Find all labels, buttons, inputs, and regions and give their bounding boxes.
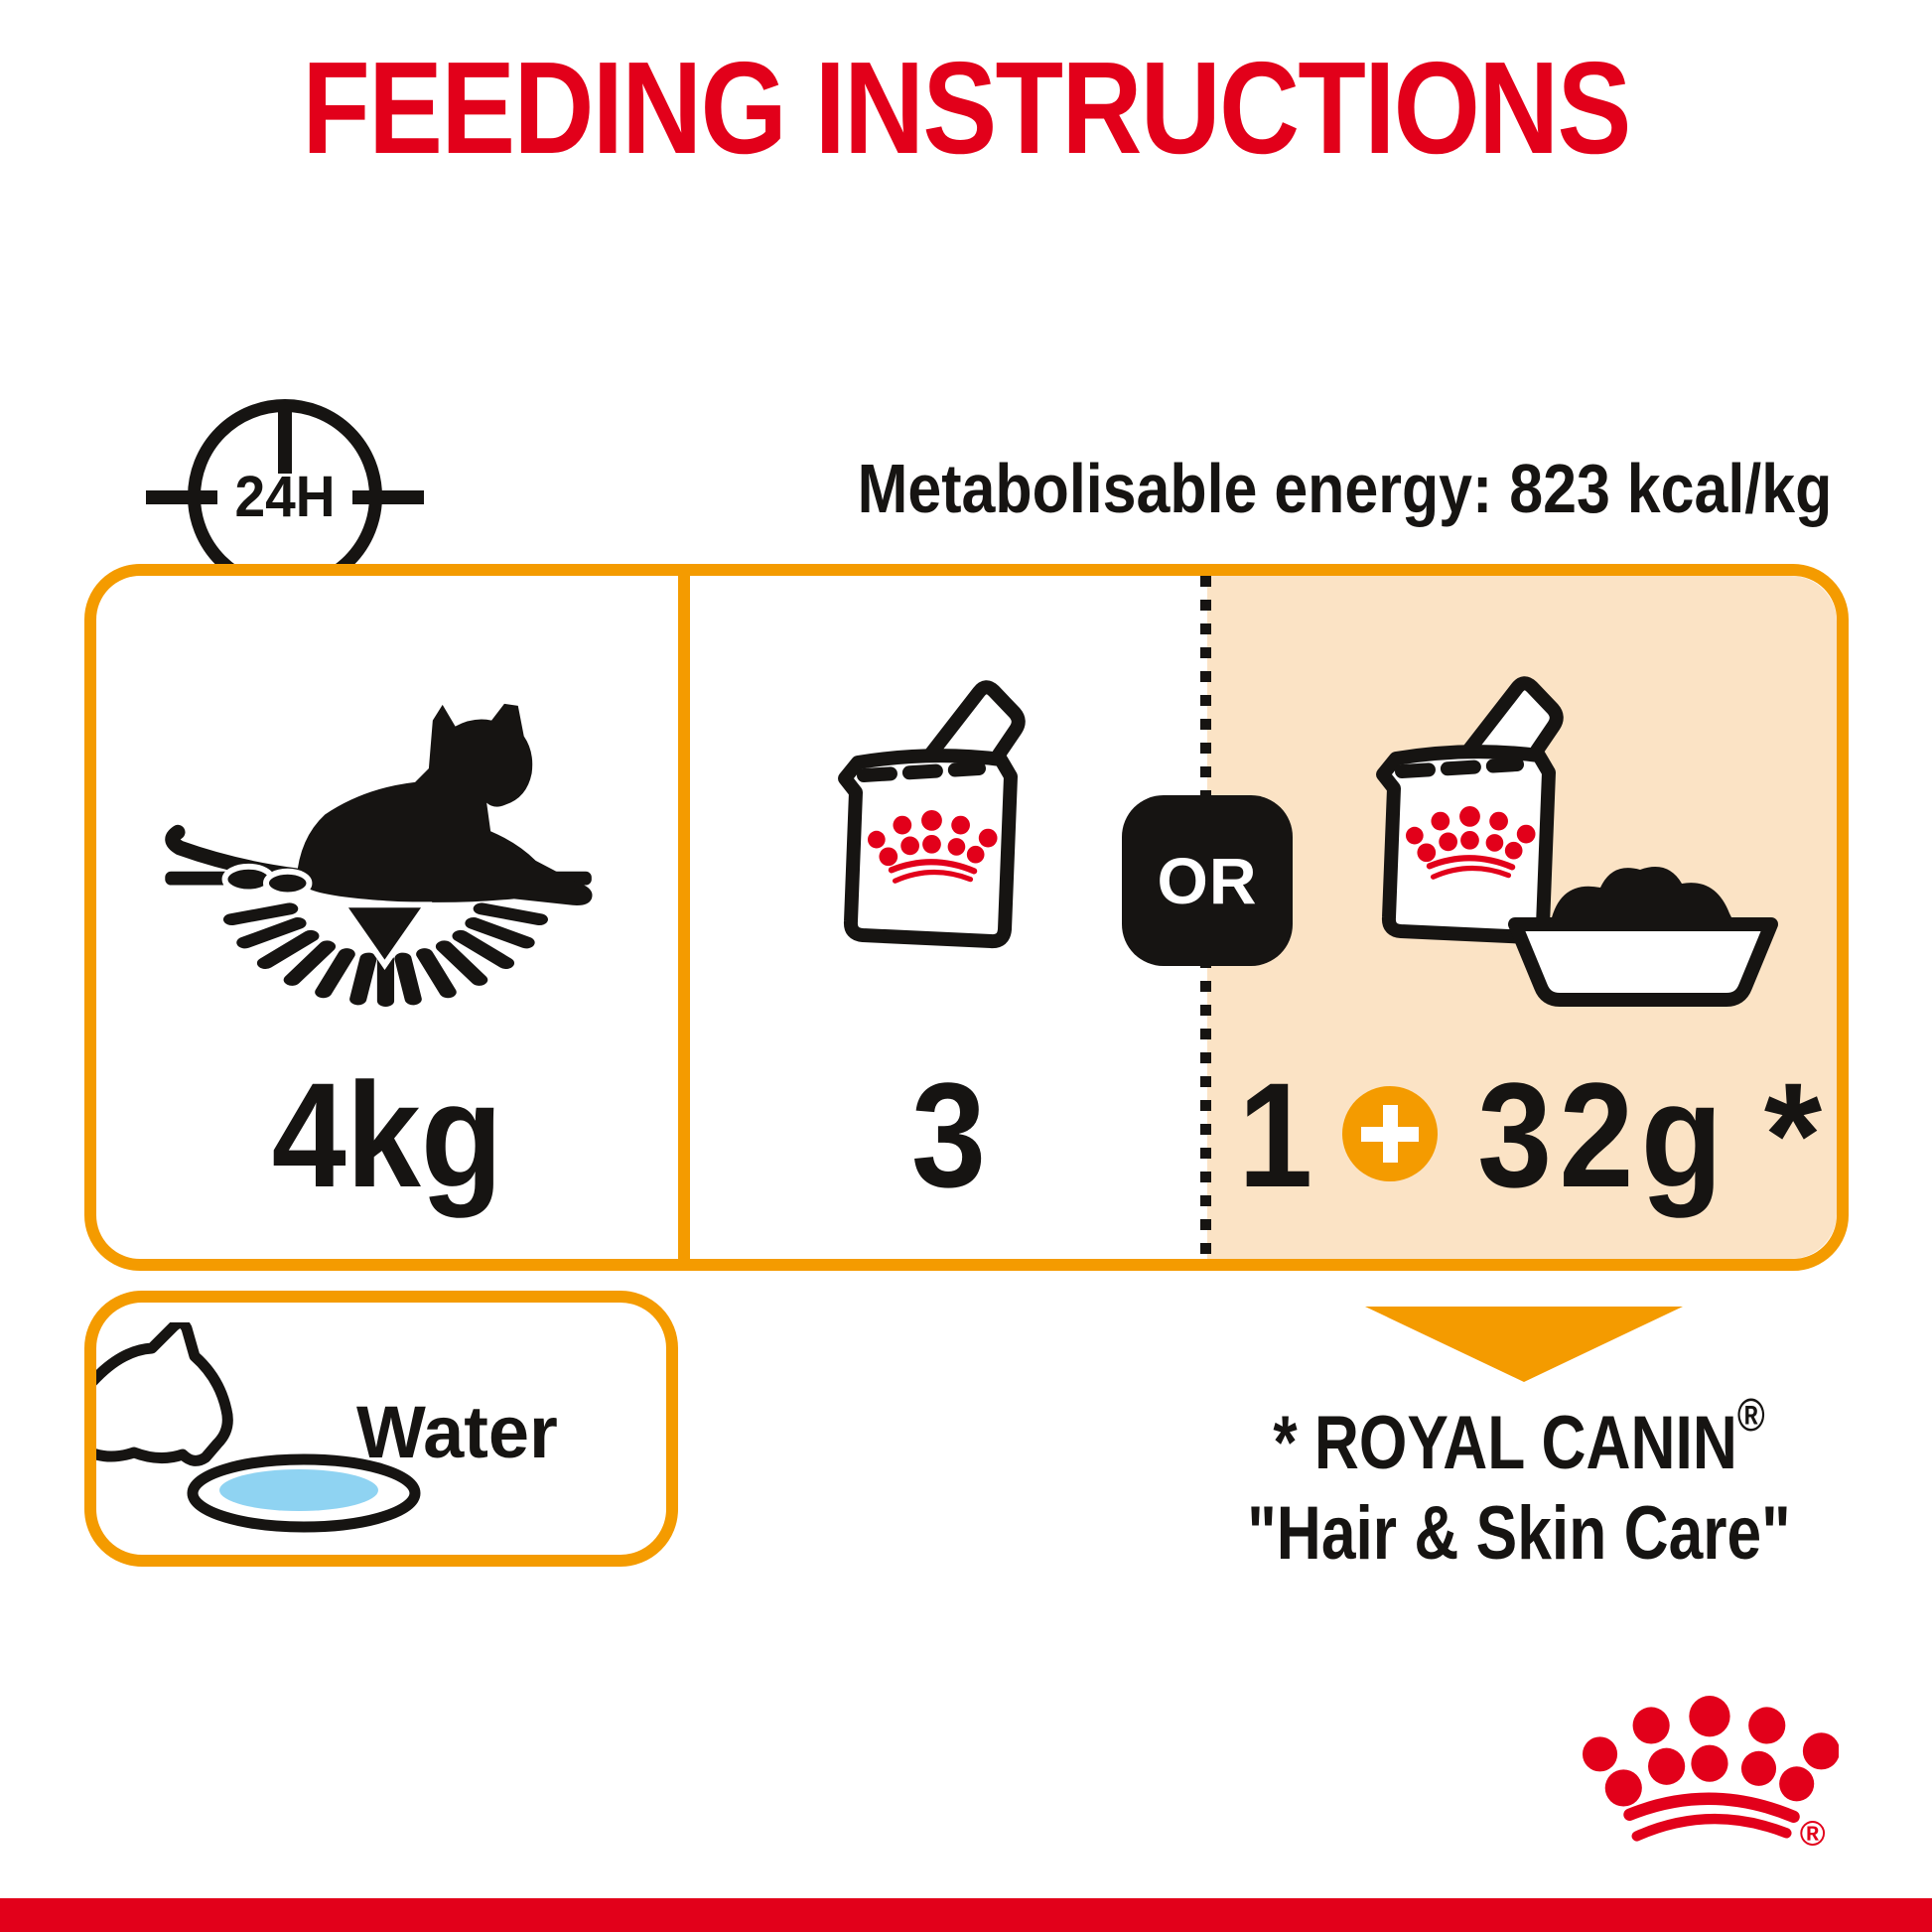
or-badge: OR — [1122, 795, 1293, 966]
mixed-feeding-amounts: 1 32g * — [1219, 1060, 1837, 1209]
royal-canin-crown-logo: ® — [1583, 1696, 1839, 1853]
clock-label: 24H — [234, 464, 336, 529]
asterisk-mark: * — [1763, 1051, 1823, 1218]
down-arrow-icon — [1365, 1307, 1683, 1382]
mixed-pouch-count: 1 — [1238, 1051, 1313, 1218]
footnote-line2: "Hair & Skin Care" — [1247, 1491, 1791, 1577]
cat-on-scale-icon — [165, 703, 593, 1007]
weight-value: 4kg — [271, 1051, 503, 1218]
clock-tick — [278, 412, 292, 474]
page-title: FEEDING INSTRUCTIONS — [302, 35, 1631, 181]
plus-icon — [1342, 1086, 1439, 1181]
registered-mark: ® — [1736, 1389, 1765, 1441]
clock-tick — [146, 490, 217, 504]
water-box: Water — [84, 1291, 678, 1567]
feeding-table: 4kg 3 1 32g * — [84, 564, 1849, 1271]
water-label: Water — [356, 1391, 558, 1473]
column-divider — [678, 576, 690, 1259]
clock-tick — [352, 490, 424, 504]
pouch-icon — [838, 680, 1026, 949]
footnote: * ROYAL CANIN® "Hair & Skin Care" — [1218, 1388, 1821, 1579]
dry-food-amount: 32g — [1477, 1051, 1730, 1218]
bottom-red-bar — [0, 1898, 1932, 1932]
cat-drinking-icon — [96, 1322, 421, 1533]
food-bowl-icon — [1508, 867, 1778, 1007]
pouch-count: 3 — [910, 1051, 987, 1218]
footnote-line1: * ROYAL CANIN® — [1273, 1389, 1765, 1485]
registered-mark: ® — [1800, 1815, 1826, 1853]
metabolisable-energy-note: Metabolisable energy: 823 kcal/kg — [857, 450, 1832, 527]
